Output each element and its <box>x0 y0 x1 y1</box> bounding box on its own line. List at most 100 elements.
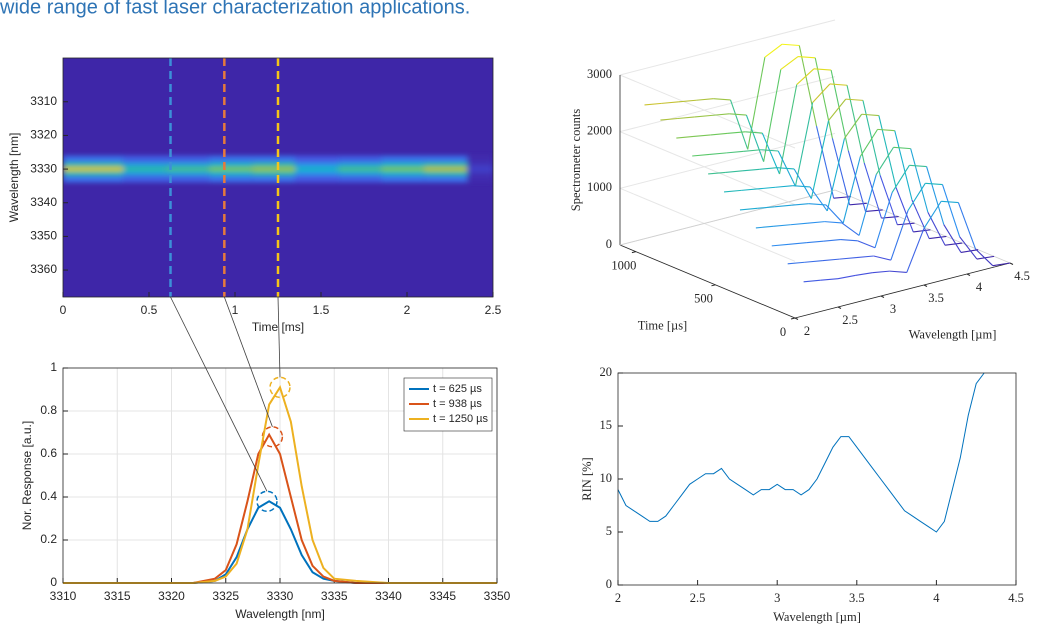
z-axis-label: Spectrometer counts <box>569 109 583 212</box>
spectrum-segment <box>677 116 695 120</box>
spectrum-segment <box>830 69 849 151</box>
spectrum-segment <box>941 184 961 238</box>
spectrum-segment <box>807 221 825 224</box>
y-axis-label: Nor. Response [a.u.] <box>20 421 34 530</box>
data-line <box>617 372 985 533</box>
spectrum-segment <box>810 120 830 199</box>
spectrum-segment <box>760 149 779 152</box>
spectrum-segment <box>678 99 697 103</box>
spectrum-segment <box>822 258 840 262</box>
heatmap-cell <box>209 171 253 176</box>
x-tick-label: 0.5 <box>141 303 158 317</box>
spectrum-segment <box>709 152 727 155</box>
heatmap-cell <box>252 175 296 183</box>
spectrum-segment <box>855 272 873 276</box>
spectrum-segment <box>775 185 793 188</box>
heatmap-cell <box>381 155 425 163</box>
x-axis-label: Wavelength [µm] <box>909 327 997 341</box>
spectrum-segment <box>693 134 711 138</box>
spectrum-segment <box>960 249 979 253</box>
spectrum-segment <box>846 85 865 164</box>
spectrum-segment <box>856 255 874 259</box>
heatmap-cell <box>209 166 253 172</box>
x-tick-label: 2.5 <box>485 303 502 317</box>
spectrum-segment <box>858 174 877 236</box>
heatmap-cell <box>424 155 468 163</box>
heatmap-cell <box>166 175 210 183</box>
spectrum-segment <box>803 279 821 283</box>
x-tick-label: 3.5 <box>849 591 865 605</box>
spectrum-segment <box>780 56 799 70</box>
spectrum-segment <box>840 239 858 242</box>
spectrum-segment <box>897 222 915 226</box>
y-tick-label: 1000 <box>611 259 636 273</box>
heatmap-cell <box>63 175 124 183</box>
spectrum-segment <box>873 255 892 261</box>
spectrum-segment <box>813 68 832 71</box>
x-axis-label: Wavelength [µm] <box>773 610 861 624</box>
x-tick-label: 4.5 <box>1014 269 1030 283</box>
spectrum-segment <box>826 138 845 212</box>
x-tick-label: 3350 <box>484 589 511 603</box>
x-tick-label: 3.5 <box>928 291 944 305</box>
spectrum-segment <box>742 168 760 172</box>
waterfall-chart: 0 1000 2000 3000 2 2.5 3 3.5 4 4.5 0 500 1000 Wavelen… <box>569 19 1030 341</box>
heatmap-blur <box>63 155 493 183</box>
spectrum-segment <box>743 149 762 152</box>
spectrum-segment <box>812 83 831 103</box>
data-line <box>63 384 497 584</box>
legend-label: t = 1250 µs <box>433 413 488 425</box>
spectrum-segment <box>976 255 995 260</box>
x-tick-label: 1.5 <box>313 303 330 317</box>
x-tick-label: 3315 <box>104 589 131 603</box>
spectrum-segment <box>837 274 856 280</box>
y-tick-label: 500 <box>694 292 713 306</box>
heatmap-cell <box>252 166 296 172</box>
x-tick <box>1009 262 1014 265</box>
connector <box>277 296 281 378</box>
spectrum-segment <box>839 257 857 260</box>
spectrum-segment <box>849 202 867 206</box>
spectrum-segment <box>909 164 927 168</box>
heatmap-cell <box>252 171 296 176</box>
spectrum-segment <box>696 98 714 101</box>
x-tick-label: 4 <box>976 280 983 294</box>
line-chart: 2 2.5 3 3.5 4 4.5 0 5 10 15 20 Wavelength [µm] RIN [… <box>580 365 1024 624</box>
spectrum-segment <box>661 101 679 104</box>
spectrum-segment <box>878 115 897 188</box>
spectrum-segment <box>729 113 747 116</box>
spectrum-segment <box>857 240 876 249</box>
y-axis-label: RIN [%] <box>580 457 594 500</box>
spectrum-segment <box>911 199 930 239</box>
heatmap-cells <box>63 155 493 183</box>
spectrum-segment <box>729 99 749 150</box>
y-tick-label: 0 <box>606 577 612 591</box>
heatmap-cell <box>424 171 468 176</box>
z-tick-label: 1000 <box>587 180 612 194</box>
spectrum-segment <box>745 131 763 134</box>
spectrum-segment <box>758 186 776 190</box>
x-tick-label: 4 <box>933 591 940 605</box>
x-tick-label: 3330 <box>267 589 294 603</box>
x-axis-label: Wavelength [nm] <box>235 607 325 621</box>
x-tick-label: 2.5 <box>690 591 706 605</box>
heatmap-cell <box>381 175 425 183</box>
heatmap-cell <box>252 162 296 167</box>
x-tick <box>923 284 928 287</box>
peak-highlight <box>261 426 284 448</box>
heatmap-cell <box>166 162 210 167</box>
axis-line <box>619 189 836 246</box>
spectrum-segment <box>759 167 777 170</box>
intro-text: wide range of fast laser characterizatio… <box>0 0 470 18</box>
heatmap-cell <box>338 155 382 163</box>
spectrum-segment <box>724 189 742 193</box>
grid-line <box>619 187 796 262</box>
spectrum-segment <box>861 113 879 117</box>
heatmap-cell <box>381 162 425 167</box>
spectrum-segment <box>727 131 746 134</box>
spectrum-segment <box>906 228 925 273</box>
spectrum-segment <box>692 153 710 157</box>
spectrum-segment <box>745 114 765 162</box>
